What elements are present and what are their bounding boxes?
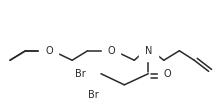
Text: N: N [145, 46, 152, 56]
Text: Br: Br [75, 69, 85, 79]
Text: O: O [107, 46, 115, 56]
Text: Br: Br [88, 90, 99, 100]
Text: O: O [45, 46, 53, 56]
Text: O: O [164, 69, 171, 79]
